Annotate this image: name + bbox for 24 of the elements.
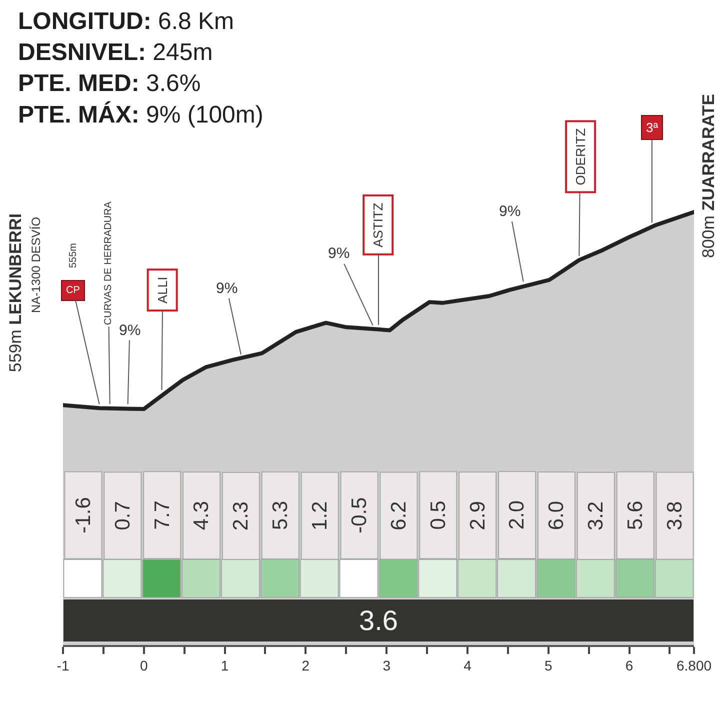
- annotation: ASTITZ: [370, 202, 386, 248]
- annotation: 9%: [328, 245, 350, 262]
- x-tick-label: -1: [56, 658, 70, 674]
- annotation: CURVAS DE HERRADURA: [102, 201, 114, 326]
- annotation: 9%: [119, 322, 141, 339]
- annotation: 9%: [216, 280, 238, 297]
- x-tick-label: 0: [140, 658, 148, 674]
- x-tick-label: 5: [544, 658, 552, 674]
- annotation: 800m ZUARRARATE: [699, 94, 718, 258]
- annotation: ODERITZ: [573, 128, 588, 186]
- annotation: 555m: [68, 242, 79, 268]
- annotation: 3ª: [646, 120, 658, 135]
- text: NA-1300 DESVÍO: [29, 216, 43, 313]
- x-tick-label: 3: [382, 658, 391, 674]
- x-tick-label: 2: [302, 658, 310, 674]
- annotation: CP: [66, 285, 80, 296]
- x-tick-label: 4: [464, 658, 472, 674]
- annotation: 559m LEKUNBERRI: [6, 213, 25, 372]
- annotation: 9%: [499, 203, 521, 220]
- annotation: ALLI: [154, 276, 170, 304]
- chart-title: LONGITUD: 6.8 Km DESNIVEL: 245m PTE. MED: 3.6% PTE. MÁX: 9% (100m): [18, 8, 264, 128]
- x-tick-label: 6.800: [676, 658, 712, 674]
- x-tick-label: 6: [625, 658, 634, 674]
- x-tick-label: 1: [220, 658, 229, 674]
